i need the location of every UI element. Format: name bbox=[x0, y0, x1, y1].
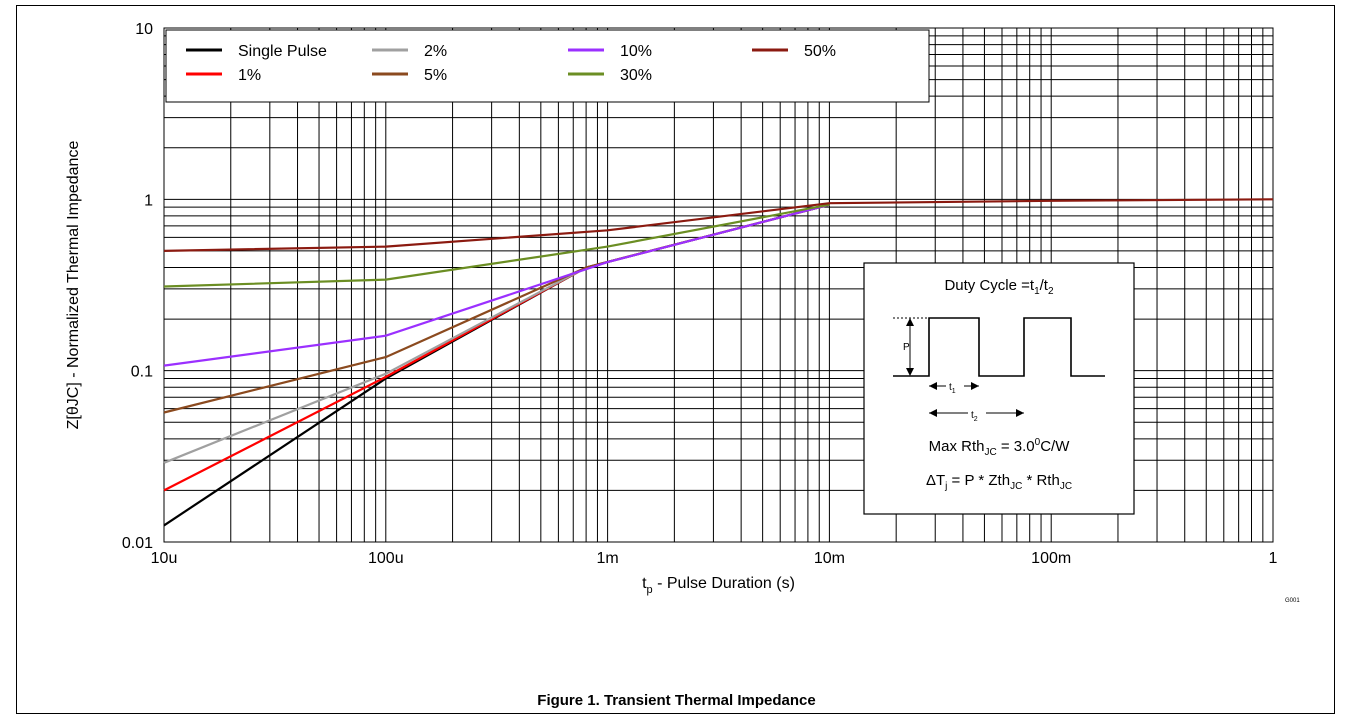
t2-arrow-head-left bbox=[929, 409, 937, 417]
y-tick-label: 0.01 bbox=[122, 535, 153, 552]
series-line bbox=[163, 198, 1274, 252]
pulse-waveform bbox=[893, 317, 1105, 377]
legend-label: 2% bbox=[424, 43, 447, 60]
inset-box bbox=[863, 262, 1135, 515]
legend-label: 50% bbox=[804, 43, 836, 60]
x-tick-label: 10m bbox=[814, 550, 845, 567]
t2-label-bg bbox=[968, 406, 986, 420]
corner-mark: G001 bbox=[1285, 598, 1300, 604]
legend-box bbox=[165, 29, 930, 103]
x-tick-label: 1 bbox=[1269, 550, 1278, 567]
max-rth-label: Max RthJC = 3.00C/W bbox=[929, 437, 1071, 458]
y-tick-label: 0.1 bbox=[131, 364, 153, 381]
t2-label: t2 bbox=[971, 410, 978, 423]
duty-cycle-inset: Duty Cycle =t1/t2 Pt1 t2 Max RthJC = 3.00C/… bbox=[863, 262, 1135, 515]
x-tick-label: 100m bbox=[1031, 550, 1071, 567]
t1-arrow-head-left bbox=[929, 382, 937, 390]
p-arrow-head-up bbox=[906, 318, 914, 326]
t2-arrow-head-right bbox=[1016, 409, 1024, 417]
series-line bbox=[163, 203, 830, 367]
y-axis-title: Z[θJC] - Normalized Thermal Impedance bbox=[65, 141, 82, 430]
x-tick-label: 1m bbox=[596, 550, 618, 567]
y-tick-label: 1 bbox=[144, 192, 153, 209]
legend-label: 10% bbox=[620, 43, 652, 60]
plot-border bbox=[163, 27, 1274, 543]
figure-caption: Figure 1. Transient Thermal Impedance bbox=[537, 692, 816, 709]
legend-label: Single Pulse bbox=[238, 43, 327, 60]
series-line bbox=[163, 203, 830, 288]
figure-frame bbox=[16, 5, 1335, 714]
t1-label: t1 bbox=[949, 382, 956, 395]
t1-label-bg bbox=[946, 379, 964, 393]
p-label: P bbox=[903, 342, 910, 353]
p-arrow-head-down bbox=[906, 368, 914, 376]
x-tick-label: 10u bbox=[151, 550, 178, 567]
x-axis-title: tp - Pulse Duration (s) bbox=[642, 575, 795, 596]
legend-label: 1% bbox=[238, 67, 261, 84]
legend-label: 30% bbox=[620, 67, 652, 84]
legend-label: 5% bbox=[424, 67, 447, 84]
delta-tj-formula: ΔTj = P * ZthJC * RthJC bbox=[926, 472, 1072, 492]
t1-arrow-head-right bbox=[971, 382, 979, 390]
duty-cycle-label: Duty Cycle =t1/t2 bbox=[944, 277, 1054, 297]
x-tick-label: 100u bbox=[368, 550, 404, 567]
y-tick-label: 10 bbox=[135, 21, 153, 38]
